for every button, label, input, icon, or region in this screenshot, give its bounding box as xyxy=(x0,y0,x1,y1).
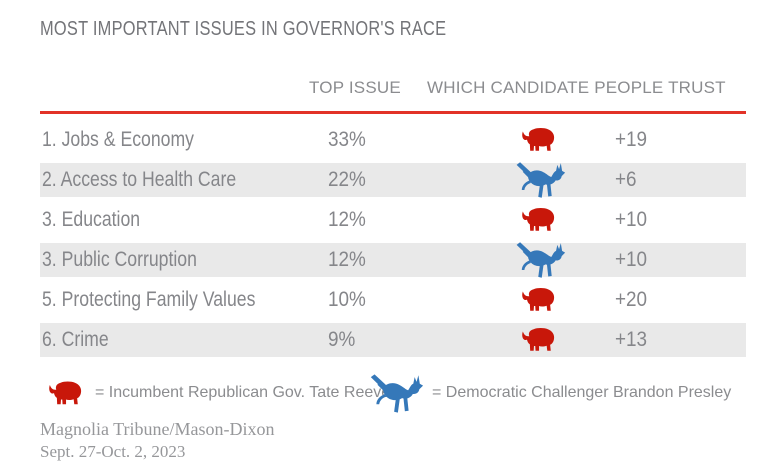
source-dates: Sept. 27-Oct. 2, 2023 xyxy=(40,442,186,461)
table-row: 5. Protecting Family Values 10% +20 xyxy=(40,280,746,320)
table-row: 3. Public Corruption 12% +10 xyxy=(40,240,746,280)
trust-margin: +10 xyxy=(615,248,648,271)
issue-label: 5. Protecting Family Values xyxy=(42,288,256,311)
trust-margin: +19 xyxy=(615,128,648,151)
top-issue-percent: 9% xyxy=(328,328,356,351)
top-issue-percent: 10% xyxy=(328,288,366,311)
party-icon-cell xyxy=(495,127,585,154)
republican-elephant-icon xyxy=(521,287,559,314)
table-row: 3. Education 12% +10 xyxy=(40,200,746,240)
party-icon-cell xyxy=(495,287,585,314)
issue-label: 3. Public Corruption xyxy=(42,248,197,271)
republican-elephant-icon xyxy=(521,327,559,354)
source-name: Magnolia Tribune/Mason-Dixon xyxy=(40,419,275,439)
issues-table: 1. Jobs & Economy 33% +19 2. Access to H… xyxy=(40,120,746,360)
democrat-donkey-icon xyxy=(368,372,424,415)
top-issue-percent: 22% xyxy=(328,168,366,191)
republican-elephant-icon xyxy=(48,380,86,407)
issue-label: 3. Education xyxy=(42,208,141,231)
trust-margin: +6 xyxy=(615,168,637,191)
issue-label: 1. Jobs & Economy xyxy=(42,128,194,151)
header-rule xyxy=(40,111,746,114)
party-icon-cell xyxy=(495,327,585,354)
top-issue-percent: 12% xyxy=(328,208,366,231)
party-icon-cell xyxy=(495,240,585,280)
table-row: 6. Crime 9% +13 xyxy=(40,320,746,360)
issue-label: 6. Crime xyxy=(42,328,109,351)
party-icon-cell xyxy=(495,207,585,234)
column-header-trust: WHICH CANDIDATE PEOPLE TRUST xyxy=(427,78,726,97)
democrat-donkey-icon xyxy=(514,240,566,280)
trust-margin: +20 xyxy=(615,288,648,311)
legend-label-republican: = Incumbent Republican Gov. Tate Reeves xyxy=(95,384,399,401)
table-row: 1. Jobs & Economy 33% +19 xyxy=(40,120,746,160)
trust-margin: +13 xyxy=(615,328,648,351)
top-issue-percent: 33% xyxy=(328,128,366,151)
issue-label: 2. Access to Health Care xyxy=(42,168,237,191)
column-header-top-issue: TOP ISSUE xyxy=(309,78,401,97)
source-attribution: Magnolia Tribune/Mason-Dixon Sept. 27-Oc… xyxy=(40,418,275,463)
table-row: 2. Access to Health Care 22% +6 xyxy=(40,160,746,200)
top-issue-percent: 12% xyxy=(328,248,366,271)
republican-elephant-icon xyxy=(521,127,559,154)
trust-margin: +10 xyxy=(615,208,648,231)
legend-label-democrat: = Democratic Challenger Brandon Presley xyxy=(432,384,732,401)
page-title: MOST IMPORTANT ISSUES IN GOVERNOR'S RACE xyxy=(40,18,447,40)
democrat-donkey-icon xyxy=(514,160,566,200)
party-icon-cell xyxy=(495,160,585,200)
legend: = Incumbent Republican Gov. Tate Reeves … xyxy=(40,370,746,416)
republican-elephant-icon xyxy=(521,207,559,234)
